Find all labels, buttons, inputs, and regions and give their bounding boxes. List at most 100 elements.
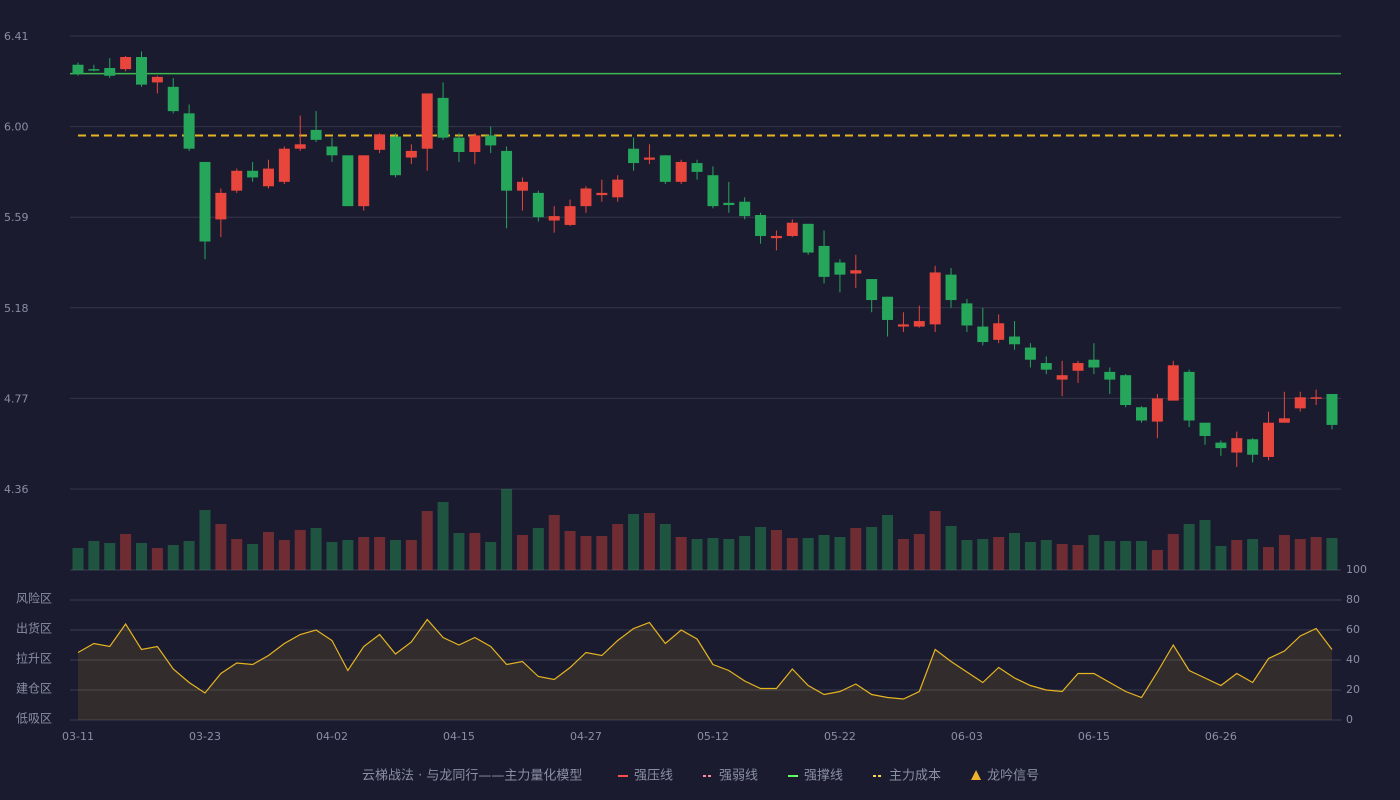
legend-symbol bbox=[971, 770, 982, 780]
volume-bar bbox=[1183, 524, 1195, 570]
candle-body bbox=[135, 56, 147, 85]
volume-bar bbox=[770, 530, 782, 570]
volume-bar bbox=[1009, 533, 1021, 570]
volume-bar bbox=[231, 539, 243, 570]
zone-label: 建仓区 bbox=[16, 682, 52, 696]
volume-bar bbox=[104, 543, 116, 570]
volume-bar bbox=[1024, 542, 1036, 570]
model-title: 云梯战法 · 与龙同行——主力量化模型 bbox=[362, 769, 582, 784]
x-tick-label: 04-02 bbox=[316, 730, 348, 743]
volume-bar bbox=[215, 524, 227, 570]
candle-body bbox=[913, 321, 925, 327]
volume-bar bbox=[262, 532, 274, 570]
candle-body bbox=[834, 262, 846, 275]
candle-body bbox=[1278, 418, 1290, 423]
volume-bar bbox=[247, 544, 259, 570]
candle-body bbox=[961, 303, 973, 326]
volume-bar bbox=[628, 514, 640, 570]
volume-bar bbox=[612, 524, 624, 570]
volume-bar bbox=[1040, 540, 1052, 570]
candle-body bbox=[755, 214, 767, 236]
candle-body bbox=[628, 148, 640, 164]
candle-body bbox=[659, 155, 671, 182]
y-tick-label: 4.77 bbox=[4, 392, 29, 405]
legend-label: 主力成本 bbox=[889, 769, 941, 784]
candle-body bbox=[1247, 439, 1259, 455]
volume-bar bbox=[755, 527, 767, 570]
x-tick-label: 05-22 bbox=[824, 730, 856, 743]
legend-label: 龙吟信号 bbox=[987, 768, 1039, 784]
candle-body bbox=[548, 216, 560, 221]
volume-bar bbox=[516, 535, 528, 570]
volume-bar bbox=[1072, 545, 1084, 570]
legend-label: 强弱线 bbox=[719, 769, 758, 784]
volume-bar bbox=[485, 542, 497, 570]
candle-body bbox=[866, 279, 878, 301]
candle-body bbox=[818, 245, 830, 277]
candle-body bbox=[405, 150, 417, 158]
volume-bar bbox=[453, 533, 465, 570]
volume-bar bbox=[1104, 541, 1116, 570]
volume-bar bbox=[897, 539, 909, 570]
candle-body bbox=[580, 188, 592, 207]
volume-bar bbox=[993, 537, 1005, 570]
volume-bar bbox=[1088, 535, 1100, 570]
candle-body bbox=[993, 323, 1005, 340]
volume-bar bbox=[1294, 539, 1306, 570]
volume-bar bbox=[120, 534, 132, 570]
volume-bar bbox=[405, 540, 417, 570]
candle-body bbox=[1088, 359, 1100, 368]
volume-bar bbox=[977, 539, 989, 570]
candle-body bbox=[104, 68, 116, 76]
x-tick-label: 06-15 bbox=[1078, 730, 1110, 743]
candle-body bbox=[247, 170, 259, 178]
candle-body bbox=[802, 223, 814, 253]
volume-bar bbox=[183, 541, 195, 570]
volume-bar bbox=[913, 534, 925, 570]
candle-body bbox=[88, 69, 100, 71]
candle-body bbox=[882, 296, 894, 320]
candle-body bbox=[485, 135, 497, 146]
candle-body bbox=[596, 192, 608, 196]
candle-body bbox=[501, 150, 513, 191]
y2-tick-label: 80 bbox=[1346, 593, 1360, 606]
zone-label: 风险区 bbox=[16, 591, 52, 606]
candle-body bbox=[1151, 398, 1163, 422]
x-tick-label: 04-15 bbox=[443, 730, 475, 743]
volume-bar bbox=[151, 548, 163, 570]
legend: 云梯战法 · 与龙同行——主力量化模型 强压线 强弱线 强撑线 主力成本 龙吟信号 bbox=[362, 768, 1039, 784]
candle-body bbox=[1072, 363, 1084, 371]
volume-bar bbox=[72, 548, 84, 570]
y-tick-label: 5.59 bbox=[4, 211, 29, 224]
volume-bar bbox=[659, 524, 671, 570]
volume-bar bbox=[1326, 538, 1338, 570]
volume-bar bbox=[374, 537, 386, 570]
candle-body bbox=[707, 175, 719, 207]
volume-bar bbox=[1151, 550, 1163, 570]
indicator-area bbox=[78, 619, 1332, 720]
volume-bar bbox=[945, 526, 957, 570]
candle-body bbox=[421, 93, 433, 149]
volume-bar bbox=[1167, 534, 1179, 570]
candle-body bbox=[1294, 397, 1306, 409]
volume-bar bbox=[675, 537, 687, 570]
volume-bar bbox=[580, 536, 592, 570]
candle-body bbox=[897, 324, 909, 327]
candle-body bbox=[167, 86, 179, 112]
volume-bar bbox=[294, 530, 306, 570]
volume-bar bbox=[882, 515, 894, 570]
candle-body bbox=[1167, 365, 1179, 401]
legend-label: 强撑线 bbox=[804, 769, 843, 784]
volume-bar bbox=[88, 541, 100, 570]
volume-bar bbox=[818, 535, 830, 570]
candle-body bbox=[1199, 422, 1211, 436]
candle-body bbox=[564, 206, 576, 225]
volume-bar bbox=[786, 538, 798, 570]
x-tick-label: 04-27 bbox=[570, 730, 602, 743]
candle-body bbox=[532, 192, 544, 218]
indicator-line bbox=[77, 618, 1333, 700]
candle-body bbox=[326, 146, 338, 156]
candle-body bbox=[1024, 347, 1036, 360]
candle-body bbox=[72, 64, 84, 74]
